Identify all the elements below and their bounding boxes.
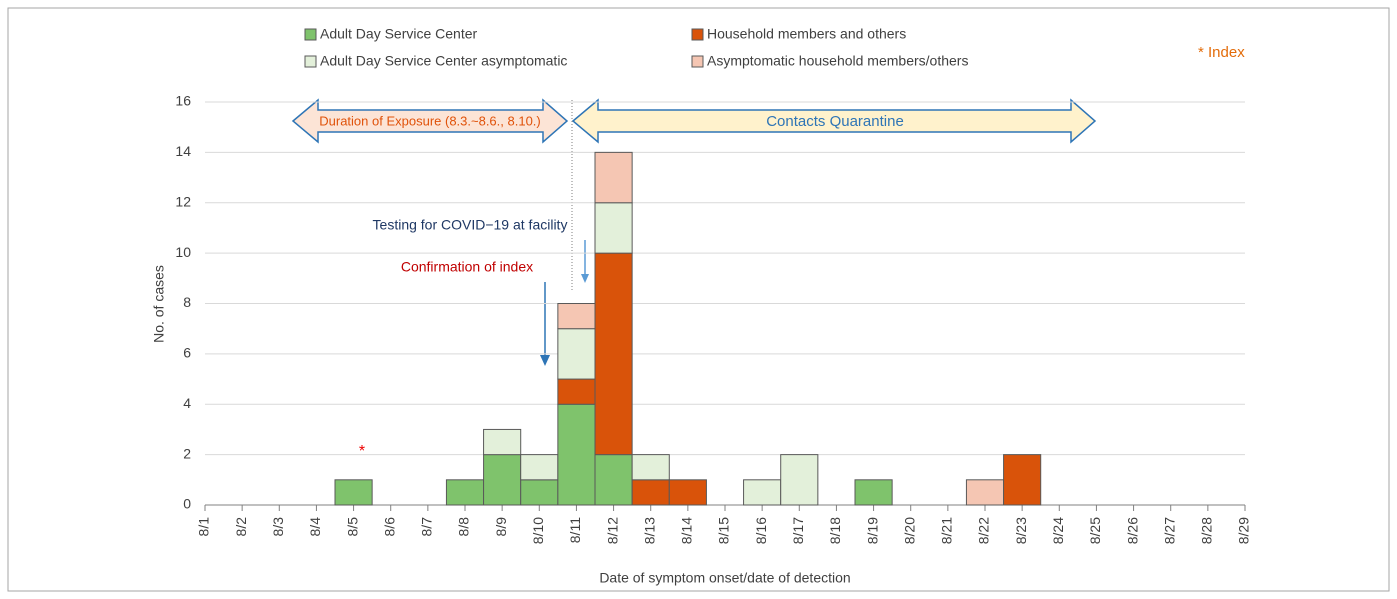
x-tick-label: 8/14 — [679, 517, 695, 544]
quarantine-arrow — [571, 98, 1097, 144]
y-tick-label: 16 — [175, 93, 191, 109]
legend-swatch — [691, 55, 704, 68]
y-axis-label: No. of cases — [151, 265, 167, 343]
legend-label: Household members and others — [707, 26, 906, 42]
legend-swatch — [304, 55, 317, 68]
y-tick-label: 12 — [175, 193, 191, 209]
y-tick-label: 8 — [183, 294, 191, 310]
bar-segment — [631, 454, 670, 481]
bar-segment — [594, 202, 633, 254]
bar-segment — [334, 479, 373, 506]
x-tick-label: 8/26 — [1124, 517, 1140, 544]
x-tick-label: 8/27 — [1161, 517, 1177, 544]
bar-segment — [557, 328, 596, 380]
exposure-arrow — [291, 98, 569, 144]
bar-segment — [557, 378, 596, 405]
bar-segment — [483, 428, 522, 456]
x-tick-label: 8/16 — [753, 517, 769, 544]
frame — [7, 7, 1390, 592]
x-tick-label: 8/19 — [864, 517, 880, 544]
x-tick-label: 8/7 — [419, 517, 435, 537]
bar-segment — [557, 303, 596, 330]
x-tick-label: 8/4 — [307, 517, 323, 537]
y-tick-label: 2 — [183, 445, 191, 461]
bar-segment — [557, 403, 596, 506]
x-tick-label: 8/13 — [641, 517, 657, 544]
bar-segment — [1003, 454, 1042, 506]
x-tick-label: 8/18 — [827, 517, 843, 544]
x-tick-label: 8/8 — [456, 517, 472, 537]
confirmation-label: Confirmation of index — [401, 259, 533, 275]
legend-label: Adult Day Service Center asymptomatic — [320, 53, 567, 69]
x-axis-label: Date of symptom onset/date of detection — [599, 570, 850, 586]
x-tick-label: 8/23 — [1013, 517, 1029, 544]
x-tick-label: 8/9 — [493, 517, 509, 537]
x-tick-label: 8/20 — [901, 517, 917, 544]
y-tick-label: 4 — [183, 395, 191, 411]
bar-segment — [631, 479, 670, 506]
bar-segment — [483, 454, 522, 506]
index-marker: * — [359, 443, 365, 460]
testing-arrowhead — [581, 274, 589, 283]
x-tick-label: 8/24 — [1050, 517, 1066, 544]
x-tick-label: 8/25 — [1087, 517, 1103, 544]
quarantine-label: Contacts Quarantine — [766, 113, 904, 130]
x-tick-label: 8/28 — [1199, 517, 1215, 544]
x-tick-label: 8/21 — [939, 517, 955, 544]
x-tick-label: 8/1 — [196, 517, 212, 537]
bar-segment — [520, 479, 559, 506]
x-tick-label: 8/15 — [716, 517, 732, 544]
legend-label: Asymptomatic household members/others — [707, 53, 968, 69]
exposure-label: Duration of Exposure (8.3.~8.6., 8.10.) — [319, 113, 541, 128]
x-tick-label: 8/22 — [976, 517, 992, 544]
y-tick-label: 14 — [175, 143, 191, 159]
bar-segment — [594, 252, 633, 456]
x-tick-label: 8/10 — [530, 517, 546, 544]
x-tick-label: 8/3 — [270, 517, 286, 537]
testing-label: Testing for COVID−19 at facility — [373, 217, 568, 233]
bar-segment — [520, 454, 559, 481]
x-tick-label: 8/12 — [604, 517, 620, 544]
x-tick-label: 8/29 — [1236, 517, 1252, 544]
x-tick-label: 8/11 — [567, 517, 583, 543]
bar-segment — [594, 151, 633, 204]
bar-segment — [743, 479, 782, 506]
bar-segment — [668, 479, 707, 506]
bar-segment — [854, 479, 893, 506]
legend-swatch — [691, 28, 704, 41]
x-tick-label: 8/2 — [233, 517, 249, 537]
y-tick-label: 6 — [183, 345, 191, 361]
bar-segment — [594, 454, 633, 506]
index-note: * Index — [1198, 44, 1245, 61]
legend-swatch — [304, 28, 317, 41]
x-tick-label: 8/17 — [790, 517, 806, 544]
bar-segment — [780, 454, 819, 506]
confirmation-arrowhead — [540, 355, 550, 366]
bar-segment — [445, 479, 485, 506]
y-tick-label: 10 — [175, 244, 191, 260]
legend-label: Adult Day Service Center — [320, 26, 478, 42]
x-tick-label: 8/6 — [381, 517, 397, 537]
y-tick-label: 0 — [183, 496, 191, 512]
bar-segment — [965, 479, 1005, 506]
x-tick-label: 8/5 — [344, 517, 360, 537]
